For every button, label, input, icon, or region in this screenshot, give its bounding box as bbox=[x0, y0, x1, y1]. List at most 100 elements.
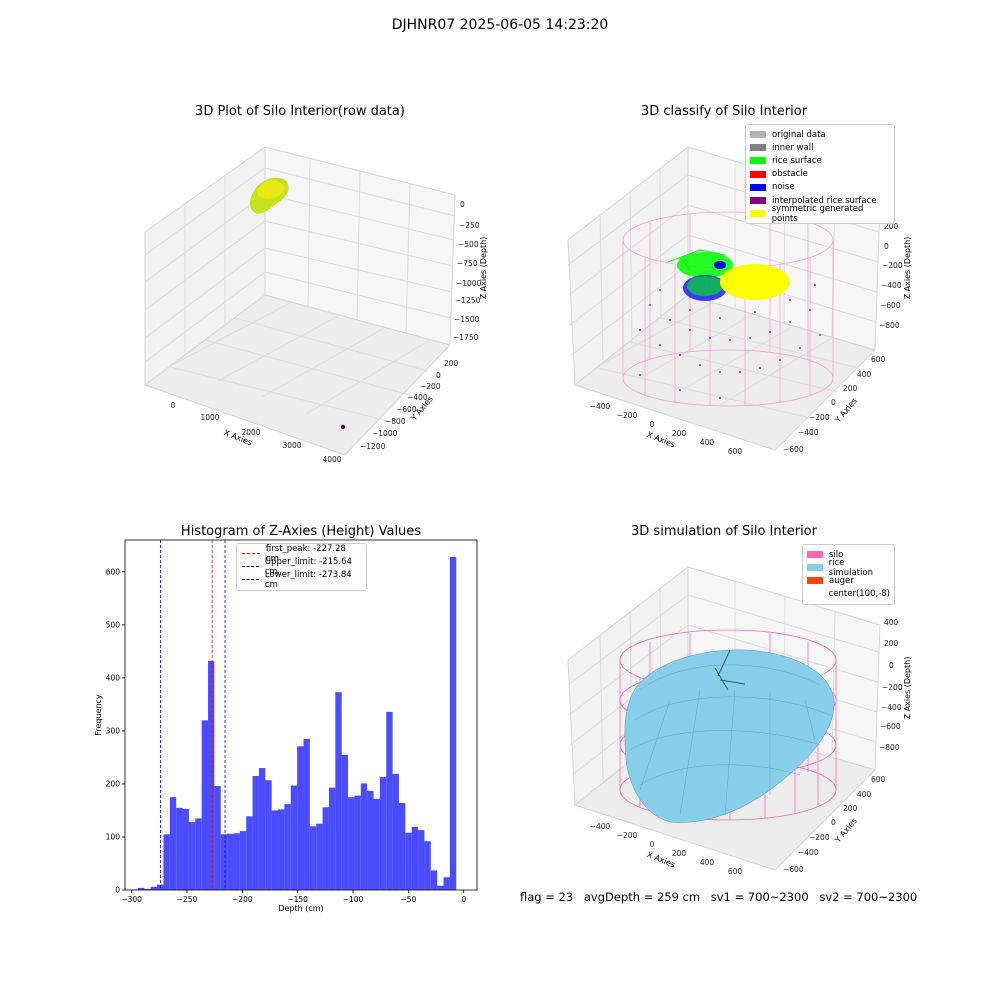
classify-x-tick: 200 bbox=[672, 429, 687, 438]
raw-z-tick: −500 bbox=[458, 240, 479, 249]
classify-interpolated-surface bbox=[639, 284, 821, 399]
histogram-bar bbox=[163, 834, 170, 890]
sv2-value: sv2 = 700~2300 bbox=[819, 890, 918, 904]
simulation-z-tick: −200 bbox=[882, 683, 903, 692]
raw-z-tick: 0 bbox=[460, 200, 465, 209]
classify-x-tick: 400 bbox=[700, 438, 715, 447]
histogram-bar bbox=[220, 834, 228, 890]
raw-z-ticks: 0 −250 −500 −750 −1000 −1250 −1500 −1750 bbox=[453, 200, 482, 342]
classify-z-ticks: 200 0 −200 −400 −600 −800 bbox=[879, 222, 903, 330]
simulation-y-axis-label: Y Axies bbox=[833, 816, 859, 845]
simulation-z-tick: −800 bbox=[879, 743, 900, 752]
simulation-z-ticks: 400 200 0 −200 −400 −600 −800 bbox=[879, 618, 903, 752]
classify-z-tick: −200 bbox=[882, 261, 903, 270]
y-tick-label: 100 bbox=[106, 832, 121, 841]
raw-y-tick: −800 bbox=[385, 417, 406, 426]
legend-entry-noise: noise bbox=[750, 181, 890, 194]
classify-y-tick: 400 bbox=[857, 370, 872, 379]
legend-swatch bbox=[750, 131, 766, 139]
histogram-bar bbox=[386, 711, 393, 890]
legend-entry-center: center(100,-8) bbox=[807, 588, 890, 601]
legend-entry-first-peak: first_peak: -227.28 cm bbox=[242, 544, 361, 564]
histogram-bar bbox=[246, 816, 253, 890]
flag-value: flag = 23 bbox=[520, 890, 574, 904]
simulation-y-tick: −600 bbox=[783, 865, 804, 874]
histogram-bar bbox=[201, 720, 209, 890]
histogram-bar bbox=[303, 738, 310, 890]
simulation-z-tick: 0 bbox=[889, 661, 894, 670]
classify-y-tick: −400 bbox=[798, 428, 819, 437]
histogram-bar bbox=[138, 887, 145, 890]
histogram-bar bbox=[258, 768, 266, 890]
y-tick-label: 300 bbox=[106, 726, 121, 735]
legend-entry-original-data: original data bbox=[750, 128, 890, 141]
legend-swatch bbox=[750, 183, 766, 191]
simulation-z-axis-label: Z Axies (Depth) bbox=[903, 657, 912, 720]
x-tick-label: −250 bbox=[177, 895, 198, 904]
histogram-bar bbox=[169, 797, 177, 890]
raw-z-tick: −750 bbox=[457, 259, 478, 268]
legend-label: interpolated rice surface bbox=[772, 195, 877, 206]
legend-label: obstacle bbox=[772, 169, 808, 180]
histogram-bar bbox=[322, 807, 329, 890]
classify-x-tick: −400 bbox=[590, 402, 611, 411]
histogram-bar bbox=[360, 783, 368, 890]
simulation-legend: silo rice simulation auger center(100,-8… bbox=[802, 544, 895, 605]
simulation-z-tick: −600 bbox=[880, 722, 901, 731]
histogram-bar bbox=[392, 773, 399, 890]
legend-entry-symmetric: symmetric generated points bbox=[750, 204, 890, 224]
raw-y-tick: 200 bbox=[444, 359, 459, 368]
histogram-bar bbox=[373, 798, 380, 890]
simulation-y-tick: −200 bbox=[809, 833, 830, 842]
histogram-bar bbox=[144, 888, 151, 890]
raw-z-tick: −1500 bbox=[454, 315, 480, 324]
histogram-y-ticks: 0 100 200 300 400 500 600 bbox=[106, 567, 125, 895]
legend-entry-lower-limit: Lower_limit: -273.84 cm bbox=[242, 570, 361, 590]
legend-entry-auger: auger bbox=[807, 574, 890, 587]
classify-z-tick: −400 bbox=[881, 281, 902, 290]
histogram-bar bbox=[252, 775, 259, 890]
raw-y-tick: −200 bbox=[420, 382, 441, 391]
histogram-bars bbox=[131, 556, 457, 890]
histogram-bar bbox=[214, 786, 221, 890]
raw-x-tick: 2000 bbox=[241, 428, 260, 437]
simulation-x-tick: 0 bbox=[650, 840, 655, 849]
x-tick-label: −50 bbox=[400, 895, 416, 904]
legend-entry-rice-simulation: rice simulation bbox=[807, 558, 890, 578]
legend-swatch bbox=[807, 577, 823, 585]
sv1-value: sv1 = 700~2300 bbox=[710, 890, 809, 904]
classify-x-tick: 600 bbox=[728, 447, 743, 456]
raw-3d-panes bbox=[143, 146, 456, 456]
figure-title: DJHNR07 2025-06-05 14:23:20 bbox=[391, 17, 609, 33]
simulation-z-tick: 200 bbox=[884, 639, 899, 648]
histogram-bar bbox=[430, 870, 438, 890]
raw-y-tick: −600 bbox=[396, 405, 417, 414]
histogram-legend: first_peak: -227.28 cm Upper_limit: -215… bbox=[236, 543, 367, 591]
histogram-bar bbox=[443, 877, 450, 890]
histogram-bar bbox=[188, 822, 196, 890]
histogram-bar bbox=[150, 886, 158, 890]
histogram-bar bbox=[176, 807, 183, 890]
raw-z-axis-label: Z Axies (Depth) bbox=[479, 237, 488, 300]
histogram-bar bbox=[367, 790, 374, 890]
histogram-bar bbox=[411, 826, 419, 890]
histogram-x-ticks: −300 −250 −200 −150 −100 −50 0 bbox=[121, 890, 466, 904]
histogram-bar bbox=[405, 832, 412, 890]
classify-z-axis-label: Z Axies (Depth) bbox=[903, 237, 912, 300]
simulation-x-tick: 200 bbox=[672, 849, 687, 858]
histogram-bar bbox=[239, 831, 247, 890]
histogram-bar bbox=[297, 746, 304, 890]
legend-label: auger bbox=[829, 575, 854, 586]
classify-z-tick: 200 bbox=[884, 222, 899, 231]
histogram-bar bbox=[182, 808, 189, 890]
simulation-y-tick: 600 bbox=[871, 775, 886, 784]
histogram-bar bbox=[379, 777, 387, 890]
classify-z-tick: −600 bbox=[880, 301, 901, 310]
legend-swatch bbox=[807, 551, 823, 559]
classify-z-tick: 0 bbox=[884, 242, 889, 251]
histogram-bar bbox=[309, 826, 317, 890]
simulation-plot-title: 3D simulation of Silo Interior bbox=[631, 524, 817, 539]
classify-y-tick: −200 bbox=[809, 413, 830, 422]
raw-y-ticks: 200 0 −200 −400 −600 −800 −1000 −1200 bbox=[360, 359, 459, 451]
